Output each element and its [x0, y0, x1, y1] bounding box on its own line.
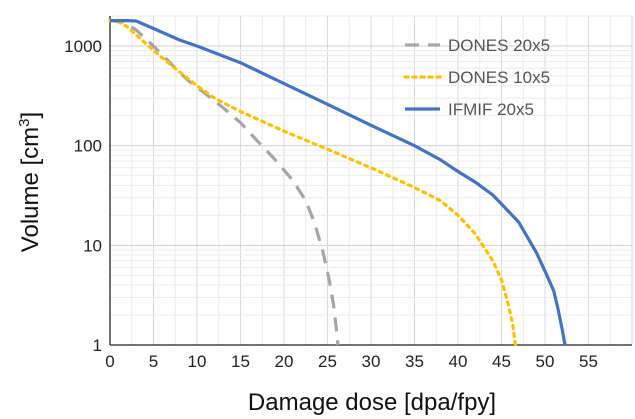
series-group [108, 19, 567, 347]
y-tick-label: 1 [93, 336, 102, 355]
x-tick-label: 10 [188, 352, 207, 371]
legend-label: IFMIF 20x5 [448, 100, 534, 119]
x-tick-label: 15 [231, 352, 250, 371]
series-line [109, 19, 340, 346]
x-tick-label: 20 [275, 352, 294, 371]
axes [109, 16, 632, 346]
x-tick-label: 5 [149, 352, 158, 371]
y-axis-title-end: ] [17, 112, 44, 119]
y-axis-title-superscript: 3 [16, 118, 33, 126]
legend-label: DONES 10x5 [448, 68, 550, 87]
x-tick-label: 35 [405, 352, 424, 371]
y-tick-label: 1000 [64, 37, 102, 56]
y-axis-title-main: Volume [cm [17, 127, 44, 252]
x-tick-label: 55 [579, 352, 598, 371]
x-tick-label: 45 [492, 352, 511, 371]
y-axis-title: Volume [cm3] [16, 112, 44, 252]
x-tick-label: 0 [105, 352, 114, 371]
y-tick-label: 100 [74, 137, 102, 156]
tick-labels: 0 5 10 15 20 25 30 35 40 45 50 55 1 10 100 1000 [64, 37, 598, 371]
x-axis-title: Damage dose [dpa/fpy] [248, 389, 496, 416]
y-tick-label: 10 [83, 236, 102, 255]
x-tick-label: 50 [536, 352, 555, 371]
legend-label: DONES 20x5 [448, 36, 550, 55]
series-line [108, 19, 517, 347]
x-tick-label: 30 [362, 352, 381, 371]
legend: DONES 20x5 DONES 10x5 IFMIF 20x5 [403, 36, 550, 119]
grid [109, 15, 633, 346]
x-tick-label: 40 [449, 352, 468, 371]
series-line [110, 19, 567, 346]
x-tick-label: 25 [318, 352, 337, 371]
